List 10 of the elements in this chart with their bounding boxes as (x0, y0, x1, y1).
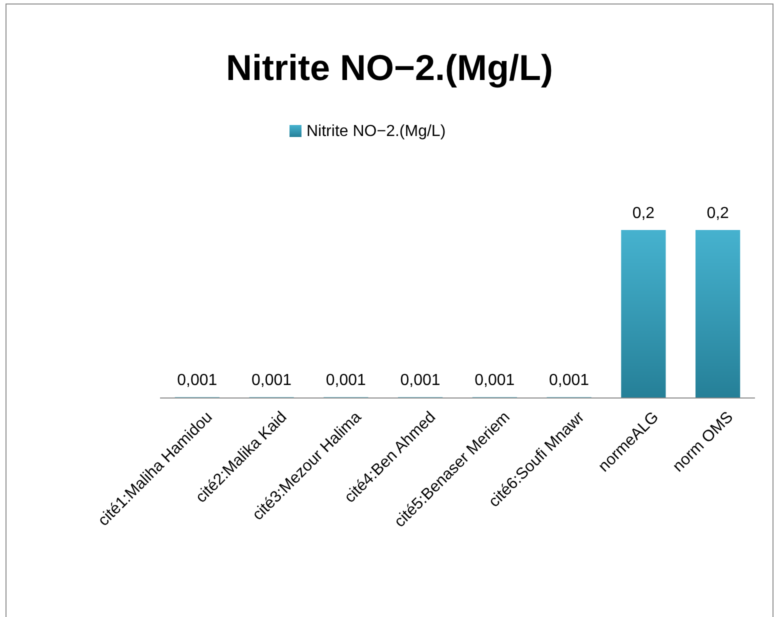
legend-label: Nitrite NO−2.(Mg/L) (306, 123, 446, 140)
data-label: 0,001 (400, 372, 440, 390)
data-label: 0,001 (474, 372, 515, 390)
data-label: 0,001 (177, 372, 218, 390)
data-label: 0,001 (549, 372, 590, 390)
data-label: 0,001 (326, 372, 366, 390)
data-label: 0,2 (706, 205, 730, 222)
chart-title: Nitrite NO−2.(Mg/L) (226, 47, 554, 88)
data-label: 0,2 (632, 205, 655, 222)
data-label: 0,001 (252, 372, 292, 390)
